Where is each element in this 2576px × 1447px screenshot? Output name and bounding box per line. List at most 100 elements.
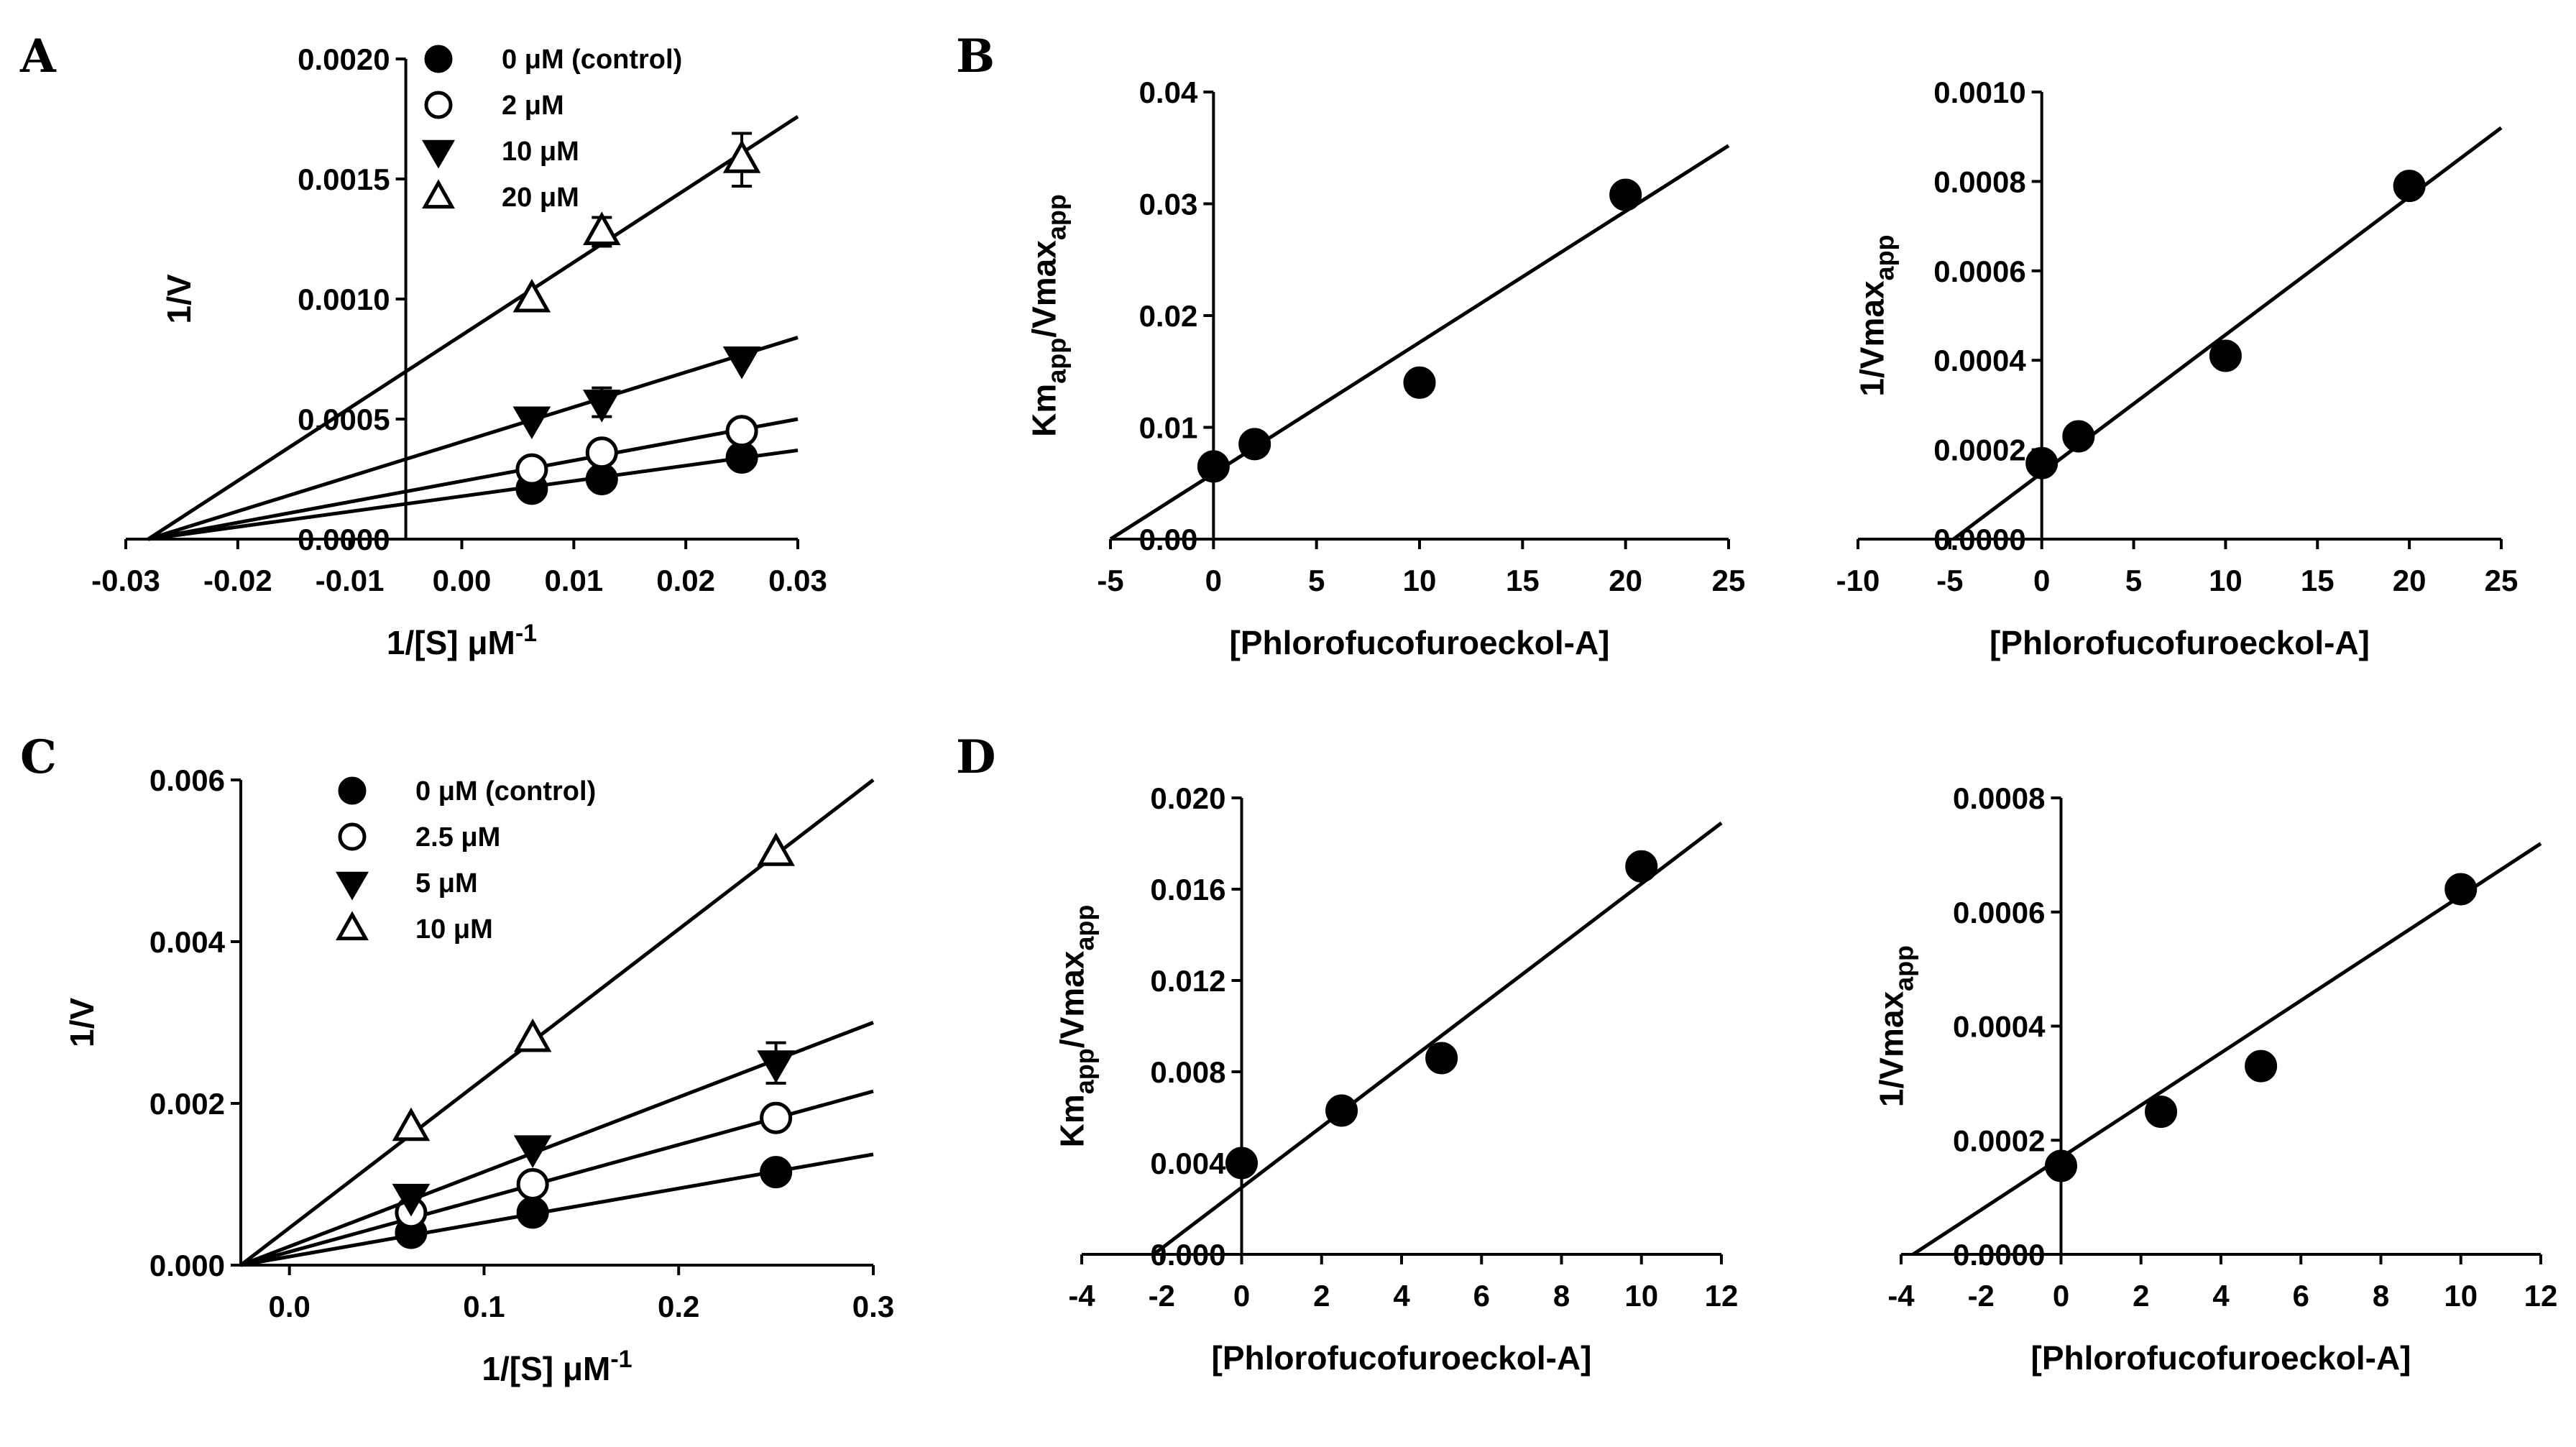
x-tick-label: 4	[2212, 1279, 2230, 1313]
x-tick-label: 15	[2301, 564, 2334, 597]
legend: 0 μM (control) 2.5 μM 5 μM 10 μM	[335, 776, 596, 945]
x-tick-label: 15	[1506, 564, 1540, 597]
y-tick-label: 0.0004	[1933, 344, 2026, 377]
x-tick-label: -0.02	[203, 564, 272, 597]
y-axis-label: 1/Vmaxapp	[1854, 234, 1900, 396]
legend-marker	[424, 91, 453, 119]
x-tick-label: 0	[1205, 564, 1222, 597]
x-tick-label: 10	[1624, 1279, 1658, 1313]
y-tick-label: 0.0000	[1933, 523, 2025, 556]
data-point	[2245, 1049, 2278, 1083]
panel-letter: B	[956, 29, 995, 83]
x-tick-label: 5	[2125, 564, 2142, 597]
fit-line	[147, 115, 799, 541]
x-tick-label: -0.03	[91, 564, 160, 597]
data-point	[2145, 1095, 2178, 1129]
data-point	[1225, 1147, 1258, 1180]
y-tick-label: 0.0010	[1933, 75, 2025, 109]
y-tick-label: 0.0002	[1933, 433, 2025, 467]
data-point	[1425, 1042, 1458, 1075]
x-tick-label: -2	[1968, 1279, 1995, 1313]
x-axis-label: [Phlorofucofuroeckol-A]	[1212, 1339, 1592, 1377]
legend-label: 2 μM	[502, 91, 564, 121]
y-tick-label: 0.0004	[1953, 1010, 2046, 1044]
y-tick-label: 0.0000	[298, 523, 390, 556]
series-0	[147, 441, 799, 541]
x-tick-label: 6	[1473, 1279, 1490, 1313]
series-3	[147, 115, 799, 541]
y-tick-label: 0.008	[1150, 1055, 1225, 1089]
x-tick-label: 25	[2485, 564, 2518, 597]
chart-panel-d2: -4 -2 0 2 4 6 8 10 12 0.0000 0.0002 0.0004 0.0006 0.0…	[1873, 781, 2558, 1377]
x-tick-label: 6	[2293, 1279, 2309, 1313]
x-tick-label: 25	[1712, 564, 1746, 597]
y-tick-label: 0.000	[1150, 1238, 1225, 1272]
data-point	[760, 1101, 793, 1134]
x-tick-label: -4	[1068, 1279, 1095, 1313]
data-point	[512, 406, 551, 439]
y-axis-label: 1/Vmaxapp	[1873, 945, 1919, 1107]
data-point	[516, 1168, 549, 1200]
series-0	[1912, 842, 2542, 1257]
x-tick-label: -2	[1149, 1279, 1175, 1313]
fit-line	[1152, 821, 1723, 1256]
x-tick-label: 2	[1313, 1279, 1330, 1313]
x-tick-label: 2	[2133, 1279, 2149, 1313]
x-tick-label: 0.01	[544, 564, 603, 597]
y-tick-label: 0.020	[1150, 781, 1225, 815]
series-3	[239, 778, 875, 1267]
x-axis-label: 1/[S] μM-1	[482, 1346, 632, 1387]
x-tick-label: 8	[1553, 1279, 1570, 1313]
y-tick-label: 0.0010	[298, 282, 390, 316]
data-point	[585, 463, 618, 495]
data-point	[585, 436, 618, 469]
y-tick-label: 0.002	[150, 1087, 225, 1121]
data-point	[516, 1196, 549, 1229]
data-point	[582, 390, 621, 423]
x-tick-label: 5	[1308, 564, 1325, 597]
data-point	[725, 415, 758, 448]
x-tick-label: 20	[1609, 564, 1642, 597]
y-tick-label: 0.0008	[1933, 165, 2025, 198]
data-point	[760, 1156, 793, 1189]
fit-line	[147, 448, 799, 541]
chart-panel-b1: B -5 0 5 10 15 20 25 0.00 0.01 0.02 0.03 0.04 [Phloro…	[956, 29, 1745, 661]
data-point	[725, 441, 758, 474]
x-tick-label: -5	[1097, 564, 1123, 597]
x-tick-label: 12	[1705, 1279, 1739, 1313]
x-tick-label: 0.2	[658, 1290, 699, 1323]
x-tick-label: 10	[1403, 564, 1437, 597]
legend-marker	[421, 139, 456, 169]
y-tick-label: 0.0008	[1953, 781, 2045, 815]
y-axis-label: Kmapp/Vmaxapp	[1025, 194, 1071, 437]
legend-label: 10 μM	[415, 914, 493, 945]
x-tick-label: 0.0	[268, 1290, 310, 1323]
chart-panel-d1: D -4 -2 0 2 4 6 8 10 12 0.000 0.004 0.008 0.012 0.016 0…	[956, 730, 1738, 1377]
data-point	[757, 832, 795, 866]
data-point	[513, 1018, 552, 1052]
data-point	[1625, 850, 1658, 883]
series-0	[1152, 821, 1723, 1256]
legend-marker	[336, 911, 369, 941]
legend-marker	[338, 822, 367, 851]
data-point	[1325, 1094, 1358, 1127]
y-tick-label: 0.01	[1139, 411, 1198, 445]
y-tick-label: 0.02	[1139, 299, 1198, 333]
panel-letter: A	[19, 29, 57, 83]
legend-label: 0 μM (control)	[415, 776, 596, 807]
legend-marker	[335, 871, 369, 901]
data-point	[1238, 428, 1271, 461]
data-point	[512, 278, 551, 313]
fit-line	[1912, 842, 2542, 1257]
y-tick-label: 0.004	[150, 925, 226, 959]
data-point	[2393, 170, 2426, 203]
data-point	[2444, 873, 2478, 906]
x-tick-label: 10	[2209, 564, 2242, 597]
panel-letter: D	[956, 730, 996, 784]
y-tick-label: 0.0002	[1953, 1124, 2045, 1157]
data-point	[2045, 1149, 2077, 1182]
x-axis-label: 1/[S] μM-1	[387, 620, 537, 661]
x-tick-label: 10	[2444, 1279, 2478, 1313]
data-point	[722, 139, 761, 173]
